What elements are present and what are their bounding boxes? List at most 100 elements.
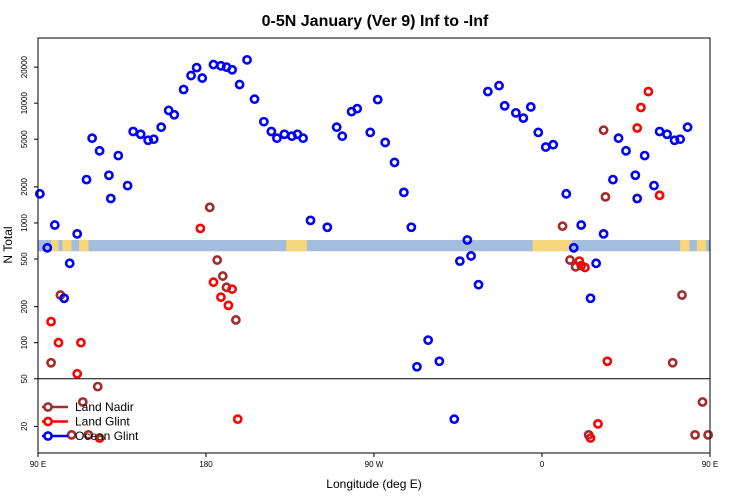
point-2-70 bbox=[585, 293, 596, 304]
point-2-3 bbox=[59, 293, 70, 304]
land-ocean-strip bbox=[38, 240, 710, 252]
point-2-50 bbox=[412, 361, 422, 372]
x-tick-label-3: 0 bbox=[540, 460, 545, 469]
point-2-23 bbox=[197, 73, 208, 83]
point-1-4 bbox=[94, 433, 105, 443]
point-1-10 bbox=[232, 414, 243, 425]
point-2-30 bbox=[249, 94, 260, 105]
point-2-62 bbox=[518, 113, 529, 124]
point-0-3 bbox=[77, 397, 88, 407]
point-2-32 bbox=[266, 126, 277, 137]
point-2-73 bbox=[608, 174, 618, 185]
point-0-19 bbox=[677, 290, 687, 300]
point-2-38 bbox=[305, 215, 316, 226]
legend-label-1: Land Glint bbox=[75, 415, 130, 429]
land-segment-6 bbox=[696, 240, 707, 252]
y-tick-label-0: 20 bbox=[20, 421, 29, 430]
point-1-17 bbox=[636, 102, 646, 113]
point-2-49 bbox=[406, 222, 417, 233]
point-2-11 bbox=[113, 150, 124, 161]
y-tick-label-2: 100 bbox=[20, 335, 29, 349]
point-1-14 bbox=[593, 418, 603, 429]
point-2-83 bbox=[675, 134, 686, 145]
point-0-6 bbox=[204, 202, 215, 213]
series-ocean-glint bbox=[34, 54, 693, 425]
point-1-0 bbox=[46, 316, 56, 327]
point-2-69 bbox=[576, 220, 587, 230]
point-2-37 bbox=[298, 133, 308, 144]
point-2-84 bbox=[682, 122, 693, 133]
point-0-11 bbox=[557, 221, 568, 232]
point-2-0 bbox=[34, 188, 45, 199]
land-segment-5 bbox=[680, 240, 690, 252]
point-2-74 bbox=[613, 133, 624, 144]
point-1-16 bbox=[632, 123, 643, 133]
point-2-1 bbox=[42, 242, 53, 253]
x-tick-label-4: 90 E bbox=[702, 460, 718, 469]
ocean-band bbox=[38, 240, 710, 252]
legend-label-2: Ocean Glint bbox=[75, 429, 139, 443]
land-segment-0 bbox=[51, 240, 59, 252]
point-2-2 bbox=[49, 220, 60, 230]
point-2-71 bbox=[591, 258, 602, 269]
point-2-54 bbox=[454, 256, 465, 267]
point-2-77 bbox=[632, 193, 643, 204]
point-1-7 bbox=[216, 292, 226, 303]
point-0-18 bbox=[667, 357, 678, 368]
data-points bbox=[34, 54, 714, 443]
point-2-33 bbox=[272, 133, 282, 144]
point-2-40 bbox=[331, 122, 342, 133]
point-2-44 bbox=[365, 127, 376, 138]
x-tick-label-2: 90 W bbox=[365, 460, 384, 469]
point-2-16 bbox=[148, 134, 159, 145]
legend-marker-1 bbox=[43, 416, 53, 427]
y-tick-label-5: 1000 bbox=[20, 213, 29, 231]
series-land-glint bbox=[46, 86, 665, 443]
land-segment-4 bbox=[532, 240, 572, 252]
land-segment-2 bbox=[79, 240, 89, 252]
point-0-17 bbox=[600, 191, 611, 202]
point-2-22 bbox=[191, 62, 202, 73]
point-2-39 bbox=[322, 222, 333, 233]
land-segment-1 bbox=[62, 240, 72, 252]
point-2-48 bbox=[398, 187, 409, 198]
point-2-79 bbox=[649, 180, 659, 191]
y-tick-label-3: 200 bbox=[20, 299, 29, 313]
point-2-27 bbox=[227, 64, 238, 75]
y-tick-label-9: 20000 bbox=[20, 55, 29, 78]
point-2-28 bbox=[234, 79, 245, 90]
point-1-9 bbox=[227, 284, 238, 295]
point-0-5 bbox=[92, 381, 103, 392]
point-1-11 bbox=[574, 256, 585, 267]
point-2-57 bbox=[473, 279, 484, 290]
point-2-47 bbox=[389, 157, 400, 168]
point-2-61 bbox=[510, 107, 521, 118]
y-axis: 20 50 100 200 500 1000 2000 5000 10000 20000 bbox=[20, 55, 38, 431]
point-2-60 bbox=[499, 100, 510, 111]
point-2-46 bbox=[380, 137, 391, 148]
point-2-45 bbox=[372, 94, 383, 105]
point-2-66 bbox=[548, 139, 559, 150]
point-2-72 bbox=[598, 228, 609, 239]
point-1-8 bbox=[223, 300, 234, 311]
point-2-51 bbox=[423, 335, 434, 346]
y-tick-label-8: 10000 bbox=[20, 91, 29, 114]
point-2-17 bbox=[156, 122, 167, 133]
point-1-15 bbox=[602, 356, 613, 367]
point-2-12 bbox=[122, 180, 133, 191]
point-2-75 bbox=[621, 145, 631, 156]
point-2-76 bbox=[630, 170, 641, 181]
x-tick-label-0: 90 E bbox=[30, 460, 46, 469]
x-tick-label-1: 180 bbox=[199, 460, 213, 469]
point-2-81 bbox=[662, 129, 672, 140]
point-2-25 bbox=[216, 60, 226, 71]
point-1-1 bbox=[53, 337, 64, 348]
point-0-21 bbox=[697, 397, 708, 407]
point-2-63 bbox=[525, 102, 536, 112]
point-2-58 bbox=[482, 86, 493, 97]
point-2-64 bbox=[533, 127, 544, 138]
point-2-68 bbox=[568, 242, 579, 253]
x-axis-label: Longitude (deg E) bbox=[326, 477, 421, 491]
